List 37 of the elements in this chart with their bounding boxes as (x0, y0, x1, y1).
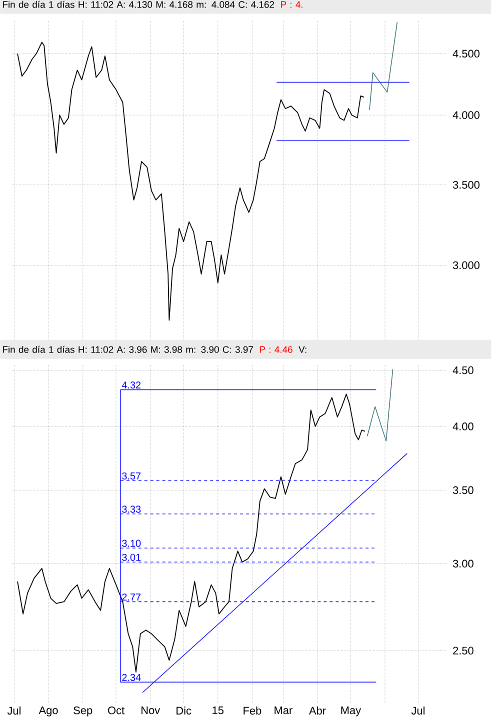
y-tick-label: 4.000 (452, 111, 480, 119)
x-tick-label: Dic (176, 706, 192, 715)
chart-title: Fin de día 1 días H: 11:02 A: 4.130 M: 4.168 m: 4.084 C: 4.162 (2, 0, 274, 8)
x-tick-label: Mar (274, 706, 292, 714)
y-tick-label: 4.500 (452, 50, 480, 58)
x-tick-label: May (341, 706, 362, 716)
x-tick-label: Abr (308, 706, 326, 715)
y-tick-label: 2.50 (453, 646, 474, 654)
y-tick-label: 3.000 (452, 261, 480, 270)
annotation: 3.10 (122, 540, 141, 547)
annotation: 3.33 (122, 506, 141, 513)
y-tick-label: 4.00 (452, 422, 474, 430)
y-tick-label: 3.500 (452, 180, 480, 189)
chart-title: Fin de día 1 días H: 11:02 A: 3.96 M: 3.98 m: 3.90 C: 3.97 (2, 346, 253, 353)
text: P : 4. (280, 1, 302, 8)
annotation: 3.01 (122, 554, 141, 561)
x-tick-label: Feb (244, 706, 262, 715)
line-series (17, 394, 366, 673)
x-tick-label: Jul (7, 706, 20, 715)
x-tick-label: 15 (212, 706, 224, 714)
annotation: V: (298, 346, 306, 353)
x-tick-label: Sep (74, 706, 92, 716)
annotation: 4.32 (122, 381, 141, 389)
annotation: 2.34 (122, 674, 141, 681)
x-tick-label: Oct (108, 706, 124, 714)
y-tick-label: 3.50 (452, 486, 474, 494)
y-tick-label: 3.00 (452, 560, 474, 568)
x-tick-label: Jul (411, 706, 424, 715)
x-tick-label: Nov (142, 706, 160, 714)
y-tick-label: 4.50 (452, 366, 474, 374)
annotation: 2.77 (122, 594, 141, 601)
line-series (366, 368, 394, 442)
line-series (17, 42, 364, 321)
annotation: 3.57 (122, 472, 141, 480)
line-series (369, 22, 398, 110)
x-tick-label: Ago (38, 706, 58, 716)
annotation: P : 4.46 (260, 346, 292, 353)
